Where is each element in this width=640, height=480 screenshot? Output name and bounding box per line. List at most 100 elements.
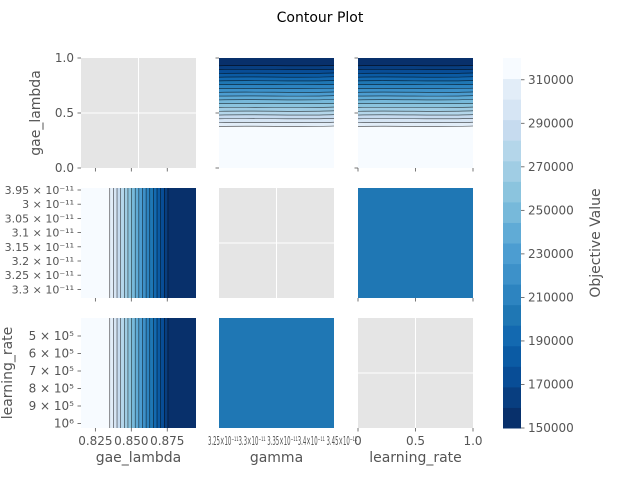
contour-band (164, 318, 169, 428)
contour-band (120, 318, 125, 428)
contour-band (124, 188, 129, 298)
contour-band (149, 318, 154, 428)
y-tick-label: 5 × 10⁵ (29, 329, 75, 343)
contour-band (109, 318, 114, 428)
contour-band (219, 65, 334, 71)
contour-band (127, 188, 133, 298)
contour-band (219, 126, 334, 131)
colorbar-band (503, 201, 521, 223)
colorbar-band (503, 386, 521, 408)
colorbar-band (503, 263, 521, 285)
y-tick-label: 3 × 10⁻¹¹ (22, 198, 74, 211)
colorbar-tick-label: 290000 (528, 116, 574, 130)
contour-band (358, 126, 473, 131)
contour-band (219, 111, 334, 116)
contour-band (358, 107, 473, 112)
x-axis-title: gae_lambda (96, 450, 182, 466)
subplot-r2-c2 (358, 318, 473, 428)
contour-band (358, 73, 473, 78)
colorbar-tick-label: 310000 (528, 73, 574, 87)
y-tick-label: 8 × 10⁵ (29, 382, 75, 396)
contour-band (358, 65, 473, 71)
x-tick-label: 1.0 (463, 434, 482, 448)
colorbar-band (503, 160, 521, 182)
y-tick-label: 3.3 × 10⁻¹¹ (12, 283, 74, 296)
contour-band (113, 318, 118, 428)
contour-band (167, 188, 173, 298)
colorbar-band (503, 366, 521, 388)
colorbar-band (503, 325, 521, 347)
subplot-r1-c0 (81, 188, 196, 298)
contour-band (153, 318, 158, 428)
contour-band (219, 107, 334, 112)
contour-band (167, 318, 173, 428)
contour-band (113, 188, 118, 298)
x-tick-label: 3.25×10⁻¹¹3.3×10⁻¹¹ 3.35×10⁻¹¹3.4×10⁻¹¹ … (208, 434, 357, 448)
colorbar-tick-label: 230000 (528, 247, 574, 261)
contour-band (358, 62, 473, 67)
x-axis-title: learning_rate (369, 450, 462, 466)
contour-fill (219, 318, 334, 428)
contour-band (219, 103, 334, 109)
contour-band (358, 115, 473, 120)
colorbar-label: Objective Value (588, 188, 604, 297)
contour-band (219, 115, 334, 120)
subplot-r2-c0 (81, 318, 196, 428)
contour-band (171, 318, 196, 428)
contour-band (153, 188, 158, 298)
contour-band (358, 69, 473, 74)
contour-band (219, 84, 334, 90)
subplot-r2-c1 (219, 318, 334, 428)
contour-band (157, 318, 162, 428)
subplot-r1-c2 (358, 188, 473, 298)
colorbar-tick-label: 150000 (528, 421, 574, 435)
colorbar-band (503, 99, 521, 121)
contour-band (358, 58, 473, 62)
contour-band (164, 188, 169, 298)
subplot-r0-c2 (357, 58, 474, 168)
contour-band (219, 88, 334, 93)
y-axis-title: gae_lambda (28, 70, 44, 156)
contour-band (219, 99, 334, 105)
colorbar-band (503, 345, 521, 367)
subplot-r0-c0 (81, 58, 196, 168)
contour-band (146, 318, 151, 428)
contour-band (358, 103, 473, 109)
colorbar-band (503, 119, 521, 141)
chart-title: Contour Plot (277, 10, 364, 26)
contour-band (358, 92, 473, 97)
colorbar-band (503, 222, 521, 244)
contour-band (127, 318, 133, 428)
contour-band (219, 69, 334, 74)
x-tick-label: 0.850 (114, 434, 148, 448)
colorbar-band (503, 243, 521, 265)
contour-band (117, 188, 122, 298)
y-tick-label: 1.0 (55, 51, 74, 65)
y-tick-label: 0.0 (55, 161, 74, 175)
y-tick-label: 3.95 × 10⁻¹¹ (5, 184, 74, 197)
colorbar: 150000 170000 190000 210000 230000 250000 2700… (503, 58, 604, 435)
x-tick-label: 0.825 (78, 434, 112, 448)
colorbar-tick-label: 190000 (528, 334, 574, 348)
y-tick-label: 0.5 (55, 106, 74, 120)
x-tick-label: 0.5 (406, 434, 425, 448)
contour-band (358, 99, 473, 105)
contour-band (117, 318, 122, 428)
contour-band (219, 118, 334, 124)
y-tick-label: 3.2 × 10⁻¹¹ (12, 255, 74, 268)
subplot-r0-c1 (218, 58, 335, 168)
colorbar-band (503, 140, 521, 162)
contour-band (131, 188, 136, 298)
contour-band (146, 188, 151, 298)
colorbar-band (503, 58, 521, 80)
contour-band (171, 188, 196, 298)
contour-band (358, 88, 473, 93)
contour-band (109, 188, 114, 298)
contour-band (358, 122, 473, 128)
colorbar-band (503, 78, 521, 100)
colorbar-tick-label: 170000 (528, 377, 574, 391)
y-tick-label: 3.25 × 10⁻¹¹ (5, 269, 74, 282)
contour-band (160, 188, 165, 298)
y-tick-label: 10⁶ (54, 417, 74, 431)
x-axis-title: gamma (250, 450, 303, 466)
